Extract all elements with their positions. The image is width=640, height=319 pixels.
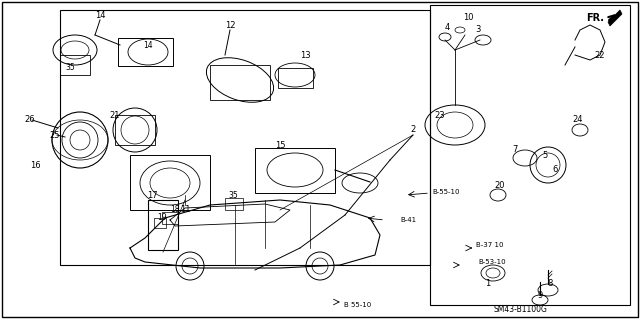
Text: 15: 15	[275, 140, 285, 150]
Bar	[225, 198, 243, 210]
Text: 35: 35	[228, 190, 238, 199]
Text: B-55-10: B-55-10	[432, 189, 460, 195]
Text: 20: 20	[495, 181, 505, 189]
Text: 2: 2	[410, 125, 415, 135]
Text: 1: 1	[485, 278, 491, 287]
Text: 35: 35	[65, 63, 75, 72]
Text: SM43-B1100G: SM43-B1100G	[493, 306, 547, 315]
Bar	[148, 200, 178, 250]
Text: 16: 16	[29, 160, 40, 169]
Text: 17: 17	[147, 190, 157, 199]
Text: 11: 11	[180, 205, 190, 214]
Text: 6: 6	[552, 166, 557, 174]
Bar	[278, 68, 313, 88]
Text: 5: 5	[542, 151, 548, 160]
Bar	[162, 212, 178, 224]
Text: B-53-10: B-53-10	[478, 259, 506, 265]
Text: 23: 23	[435, 110, 445, 120]
Text: 25: 25	[50, 130, 60, 139]
Text: B 55-10: B 55-10	[344, 302, 372, 308]
Text: 14: 14	[95, 11, 105, 20]
Text: 18: 18	[170, 205, 180, 214]
Text: B-37 10: B-37 10	[476, 242, 504, 248]
Text: 14: 14	[143, 41, 153, 49]
Text: 26: 26	[25, 115, 35, 124]
Text: B-41: B-41	[400, 217, 416, 223]
Text: 13: 13	[300, 50, 310, 60]
Bar	[60, 55, 90, 75]
Text: 22: 22	[595, 50, 605, 60]
Bar	[118, 38, 173, 66]
Bar	[60, 10, 430, 265]
Bar	[430, 5, 630, 305]
Text: 19: 19	[157, 213, 167, 222]
Text: FR.: FR.	[586, 13, 604, 23]
Text: 3: 3	[476, 26, 481, 34]
Text: 21: 21	[109, 110, 120, 120]
Polygon shape	[608, 10, 622, 26]
Text: 4: 4	[444, 24, 450, 33]
Bar	[255, 148, 335, 193]
Text: 12: 12	[225, 20, 236, 29]
Bar	[115, 115, 155, 145]
Text: 24: 24	[573, 115, 583, 124]
Text: 10: 10	[463, 13, 473, 23]
Text: 7: 7	[512, 145, 518, 154]
Text: 9: 9	[538, 291, 543, 300]
Text: 8: 8	[547, 278, 553, 287]
Bar	[210, 65, 270, 100]
Bar	[130, 155, 210, 210]
Bar	[154, 218, 166, 228]
